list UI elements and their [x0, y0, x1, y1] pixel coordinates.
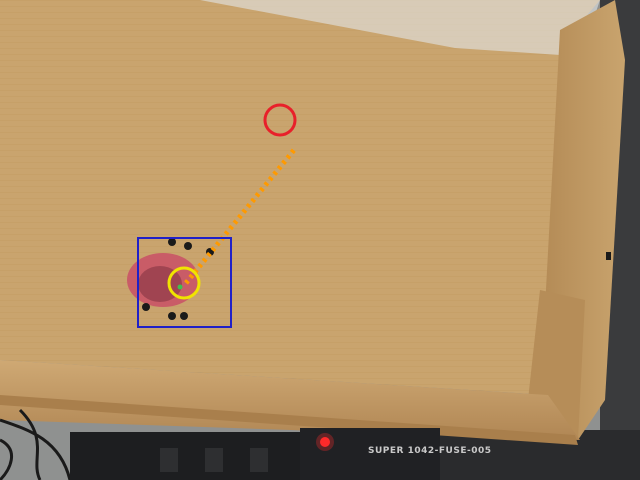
robot-wheel	[168, 238, 176, 246]
robot-wheel	[180, 312, 188, 320]
device-label: SUPER 1042-FUSE-005	[368, 446, 492, 456]
cable	[18, 408, 42, 480]
power-device	[300, 428, 440, 480]
cable	[0, 418, 72, 480]
power-strip-outlet	[160, 448, 178, 472]
robot-body-shadow	[138, 266, 182, 302]
robot-led	[177, 284, 183, 290]
power-strip-outlet	[205, 448, 223, 472]
box-top-edge	[200, 0, 600, 55]
power-indicator-glow	[316, 433, 334, 451]
cable	[0, 438, 13, 480]
box-floor	[0, 0, 600, 395]
power-strip	[70, 432, 310, 480]
robot-wheel	[206, 248, 214, 256]
robot-wheel	[142, 303, 150, 311]
power-strip-outlet	[250, 448, 268, 472]
robot-wheel	[184, 242, 192, 250]
wall-mark	[606, 252, 611, 260]
box-bottom-wall	[0, 360, 580, 440]
power-indicator-light	[320, 437, 330, 447]
robot-wheel	[168, 312, 176, 320]
